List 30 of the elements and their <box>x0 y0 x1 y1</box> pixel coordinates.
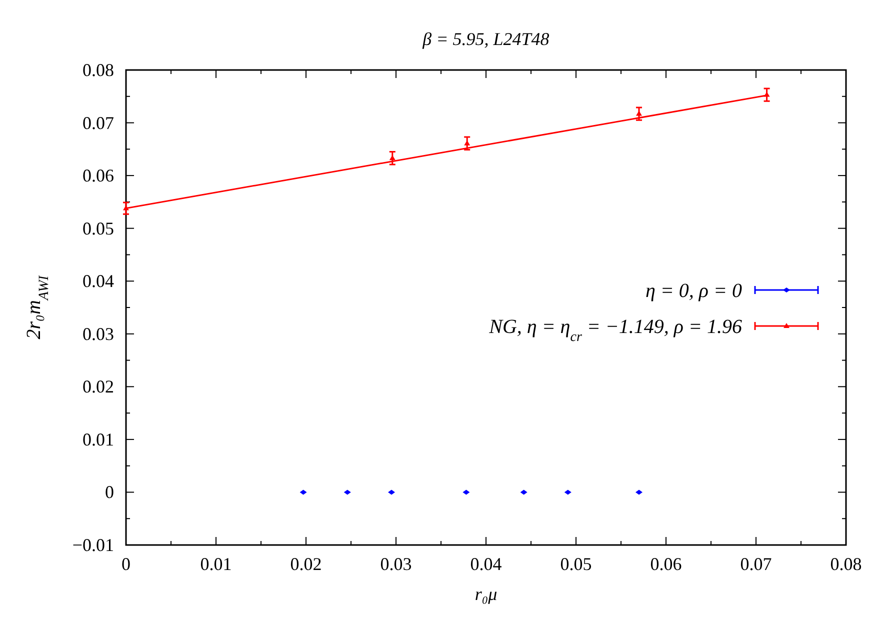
legend-label: η = 0, ρ = 0 <box>645 280 742 302</box>
y-tick-label: 0.07 <box>82 112 114 133</box>
y-tick-label: 0.01 <box>82 429 114 450</box>
y-tick-label: −0.01 <box>72 535 114 555</box>
y-tick-label: 0.05 <box>82 218 114 238</box>
point <box>388 490 395 495</box>
y-tick-label: 0.06 <box>82 166 114 186</box>
chart-title: β = 5.95, L24T48 <box>422 29 550 49</box>
x-tick-label: 0.04 <box>470 554 502 574</box>
point <box>564 490 572 495</box>
x-tick-label: 0 <box>122 554 130 574</box>
y-tick-label: 0.08 <box>82 60 114 80</box>
x-tick-label: 0.07 <box>740 554 772 574</box>
y-tick-label: 0.03 <box>82 324 114 344</box>
y-tick-label: 0.04 <box>82 271 114 292</box>
y-tick-label: 0 <box>105 482 114 502</box>
x-tick-label: 0.06 <box>650 554 682 574</box>
x-tick-label: 0.08 <box>830 554 862 574</box>
point <box>520 490 528 495</box>
point <box>300 490 307 495</box>
x-axis-title: r₀μ <box>474 584 498 604</box>
legend-label: NG, η = η$_{cr}$ = −1.149, ρ = 1.96 <box>488 316 742 344</box>
x-tick-label: 0.01 <box>200 554 232 574</box>
x-tick-label: 0.03 <box>380 554 412 574</box>
point <box>636 490 642 495</box>
x-tick-label: 0.05 <box>560 554 592 574</box>
y-tick-label: 0.02 <box>82 376 114 397</box>
x-tick-label: 0.02 <box>290 554 322 574</box>
point <box>462 490 470 495</box>
point <box>344 490 351 495</box>
